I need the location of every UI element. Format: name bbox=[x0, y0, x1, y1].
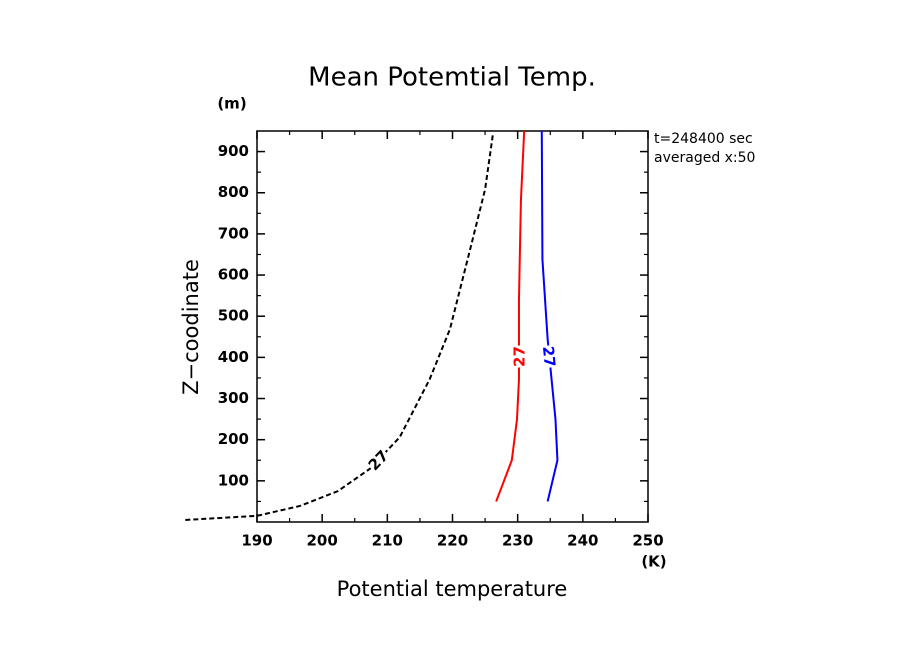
contour-line bbox=[495, 130, 526, 502]
y-tick-label: 600 bbox=[218, 266, 249, 284]
y-tick-label: 900 bbox=[218, 142, 249, 160]
y-tick-label: 800 bbox=[218, 183, 249, 201]
x-tick-label: 220 bbox=[437, 532, 468, 550]
x-tick-label: 240 bbox=[567, 532, 598, 550]
plot-frame bbox=[256, 130, 649, 523]
x-tick-label: 250 bbox=[632, 532, 663, 550]
contour-line bbox=[540, 130, 559, 502]
y-tick-label: 100 bbox=[218, 471, 249, 489]
label-gap bbox=[509, 345, 528, 368]
annotation: averaged x:50 bbox=[654, 150, 755, 166]
y-tick-label: 700 bbox=[218, 224, 249, 242]
x-tick-label: 190 bbox=[241, 532, 272, 550]
label-gap bbox=[364, 445, 393, 475]
x-unit: (K) bbox=[641, 553, 666, 571]
contour-label: 27 bbox=[510, 346, 528, 367]
label-gap bbox=[539, 344, 560, 369]
y-tick-label: 200 bbox=[218, 430, 249, 448]
annotations: t=248400 sec averaged x:50 bbox=[654, 131, 755, 166]
x-tick-label: 230 bbox=[502, 532, 533, 550]
x-tick-label: 210 bbox=[372, 532, 403, 550]
annotation: t=248400 sec bbox=[654, 131, 753, 147]
x-axis-label: Potential temperature bbox=[337, 577, 568, 601]
contour-label: 27 bbox=[539, 345, 559, 368]
y-unit: (m) bbox=[217, 95, 246, 113]
y-tick-label: 400 bbox=[218, 348, 249, 366]
y-tick-label: 500 bbox=[218, 307, 249, 325]
chart-title: Mean Potemtial Temp. bbox=[308, 63, 596, 93]
y-tick-label: 300 bbox=[218, 389, 249, 407]
x-tick-label: 200 bbox=[307, 532, 338, 550]
y-axis-label: Z−coodinate bbox=[179, 259, 203, 395]
